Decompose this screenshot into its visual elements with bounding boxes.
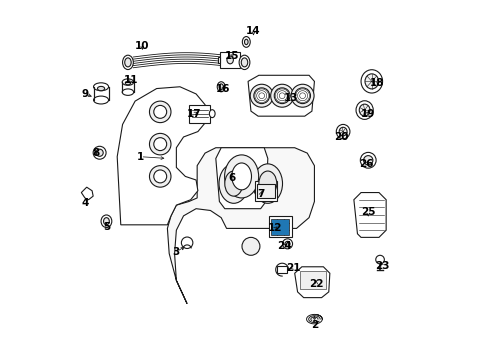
Polygon shape: [117, 87, 206, 225]
Bar: [254, 181, 277, 201]
Ellipse shape: [364, 74, 378, 89]
Text: 17: 17: [186, 109, 201, 119]
Polygon shape: [247, 75, 314, 116]
Text: 15: 15: [224, 51, 239, 61]
Ellipse shape: [93, 96, 108, 104]
Text: 3: 3: [172, 247, 180, 257]
Circle shape: [282, 239, 292, 249]
Text: 13: 13: [284, 93, 298, 103]
Bar: [122, 82, 133, 92]
Text: 24: 24: [276, 241, 291, 251]
Bar: [217, 57, 220, 63]
Circle shape: [242, 237, 260, 255]
Ellipse shape: [125, 82, 130, 85]
Circle shape: [149, 134, 171, 155]
Circle shape: [285, 241, 289, 246]
Text: 14: 14: [245, 26, 260, 36]
Circle shape: [274, 88, 289, 104]
Text: 25: 25: [360, 207, 375, 217]
Bar: [271, 219, 289, 234]
Ellipse shape: [224, 155, 258, 198]
Polygon shape: [353, 193, 386, 237]
Text: 22: 22: [308, 279, 323, 289]
Circle shape: [149, 101, 171, 123]
Ellipse shape: [219, 164, 248, 203]
Ellipse shape: [103, 218, 109, 225]
Ellipse shape: [224, 171, 242, 196]
Ellipse shape: [209, 110, 215, 118]
Text: 23: 23: [375, 261, 389, 271]
Ellipse shape: [258, 171, 276, 196]
Bar: [220, 52, 240, 68]
Text: 10: 10: [135, 41, 149, 50]
Text: 5: 5: [102, 222, 110, 231]
Ellipse shape: [217, 82, 224, 92]
Text: 11: 11: [124, 75, 139, 85]
Bar: [268, 216, 291, 237]
Bar: [188, 105, 210, 123]
Bar: [300, 271, 325, 289]
Text: 7: 7: [256, 189, 264, 199]
Text: 26: 26: [359, 159, 373, 169]
Ellipse shape: [122, 89, 133, 95]
Circle shape: [96, 149, 103, 156]
Ellipse shape: [226, 56, 233, 64]
Ellipse shape: [101, 215, 112, 228]
Ellipse shape: [231, 163, 251, 190]
Ellipse shape: [122, 79, 133, 85]
Circle shape: [290, 84, 313, 107]
Ellipse shape: [339, 127, 346, 136]
Ellipse shape: [360, 70, 382, 93]
Polygon shape: [215, 148, 267, 209]
Text: 1: 1: [137, 152, 144, 162]
Circle shape: [270, 84, 293, 107]
Ellipse shape: [124, 58, 131, 67]
Text: 6: 6: [228, 173, 235, 183]
Circle shape: [360, 152, 375, 168]
Polygon shape: [294, 267, 329, 298]
Text: 21: 21: [285, 263, 300, 273]
Circle shape: [375, 255, 384, 264]
Circle shape: [153, 105, 166, 118]
Ellipse shape: [359, 104, 369, 116]
Circle shape: [253, 88, 269, 104]
Circle shape: [93, 146, 106, 159]
Ellipse shape: [122, 55, 133, 69]
Text: 9: 9: [81, 89, 88, 99]
Ellipse shape: [253, 164, 282, 203]
Circle shape: [181, 237, 192, 248]
Bar: [257, 184, 274, 198]
Circle shape: [250, 84, 273, 107]
Circle shape: [363, 156, 372, 165]
Ellipse shape: [97, 86, 104, 91]
Bar: [93, 87, 108, 100]
Text: 20: 20: [333, 132, 348, 142]
Ellipse shape: [336, 125, 349, 139]
Ellipse shape: [219, 84, 223, 90]
Ellipse shape: [93, 83, 108, 91]
Text: 8: 8: [92, 148, 99, 158]
Ellipse shape: [244, 39, 247, 45]
Text: 4: 4: [81, 198, 88, 208]
Text: 2: 2: [310, 320, 317, 330]
Circle shape: [153, 138, 166, 150]
Circle shape: [149, 166, 171, 187]
Circle shape: [294, 88, 310, 104]
Text: 19: 19: [360, 109, 375, 119]
Polygon shape: [277, 266, 286, 273]
Polygon shape: [81, 187, 93, 200]
Text: 12: 12: [267, 224, 282, 233]
Text: 16: 16: [215, 84, 230, 94]
Ellipse shape: [242, 37, 250, 47]
Text: 18: 18: [369, 78, 384, 88]
Ellipse shape: [355, 101, 372, 120]
Ellipse shape: [241, 58, 247, 67]
Polygon shape: [167, 148, 314, 304]
Ellipse shape: [239, 55, 249, 69]
Circle shape: [153, 170, 166, 183]
